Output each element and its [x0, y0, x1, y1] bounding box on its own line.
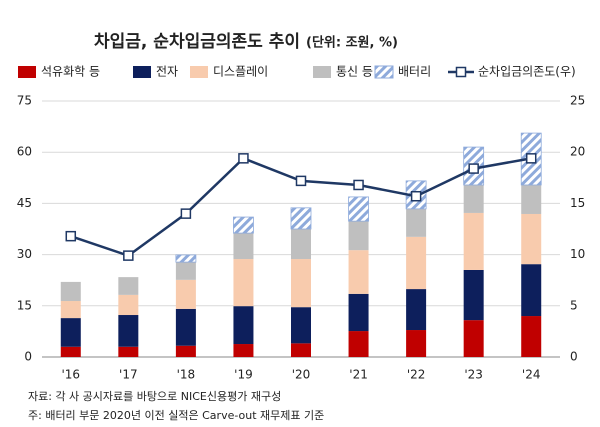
y-tick-label: 60	[17, 145, 32, 159]
bar-segment	[406, 208, 427, 237]
x-tick-label: '24	[522, 368, 541, 382]
legend-label: 전자	[156, 65, 178, 79]
line-marker	[353, 179, 364, 191]
bar-segment	[233, 259, 254, 307]
bar-segment	[118, 294, 139, 316]
note: 주: 배터리 부문 2020년 이전 실적은 Carve-out 재무제표 기준	[28, 409, 324, 422]
bar-segment	[406, 330, 427, 357]
bar-segment	[175, 345, 196, 357]
x-tick-label: '21	[349, 368, 368, 382]
chart-subtitle: (단위: 조원, %)	[306, 35, 398, 51]
line-marker	[238, 153, 249, 164]
bar-segment	[521, 264, 542, 317]
bar-segment	[118, 315, 139, 347]
legend-label: 디스플레이	[213, 65, 268, 79]
bar-segment	[348, 221, 369, 251]
legend-label: 배터리	[398, 65, 431, 79]
bar-segment	[233, 233, 254, 260]
bar-segment	[463, 269, 484, 321]
bar-segment	[60, 301, 81, 319]
line-marker	[65, 230, 77, 242]
bar-segment	[406, 236, 427, 290]
bar-segment	[233, 306, 254, 345]
y-tick-label: 75	[17, 94, 32, 108]
y-tick-label: 15	[17, 298, 32, 312]
line-marker	[525, 153, 537, 164]
bar-segment	[118, 277, 139, 295]
x-tick-label: '18	[177, 368, 196, 382]
line-marker	[180, 208, 192, 219]
bar-segment	[60, 281, 81, 302]
bar-segment	[348, 250, 369, 294]
bar-segment	[290, 207, 312, 230]
legend-swatch	[190, 66, 208, 78]
x-tick-label: '17	[119, 368, 138, 382]
bar-segment	[175, 279, 196, 309]
bar-segment	[291, 259, 311, 308]
legend-swatch	[133, 66, 151, 78]
bar-segment	[348, 196, 369, 222]
y2-tick-label: 0	[570, 350, 578, 364]
bar-segment	[348, 293, 369, 332]
bar-segment	[291, 343, 311, 357]
bar-segment	[521, 184, 542, 214]
legend-label: 석유화학 등	[41, 65, 100, 79]
note: 자료: 각 사 공시자료를 바탕으로 NICE신용평가 재구성	[28, 390, 281, 403]
bar-segment	[521, 213, 542, 265]
x-tick-label: '16	[61, 368, 80, 382]
x-tick-label: '22	[407, 368, 426, 382]
bar-segment	[233, 344, 254, 357]
line-marker	[468, 163, 479, 174]
line-marker	[123, 250, 134, 261]
line-marker	[410, 190, 422, 202]
legend-swatch	[374, 65, 394, 79]
chart-title: 차입금, 순차입금의존도 추이	[94, 32, 300, 52]
legend-swatch	[313, 66, 331, 78]
legend-marker	[455, 66, 467, 78]
bar-segment	[233, 216, 254, 234]
y2-tick-label: 25	[570, 94, 585, 108]
bar-segment	[175, 254, 197, 263]
legend-swatch	[18, 66, 36, 78]
x-tick-label: '20	[292, 368, 311, 382]
y-tick-label: 0	[24, 350, 32, 364]
bar-segment	[291, 307, 311, 344]
y2-tick-label: 5	[570, 298, 578, 312]
bar-segment	[521, 316, 542, 357]
bar-segment	[60, 346, 81, 357]
bar-segment	[463, 320, 484, 357]
bar-segment	[406, 289, 427, 331]
bar-segment	[118, 346, 139, 357]
bar-segment	[291, 229, 311, 260]
bar-segment	[463, 212, 484, 270]
bar-segment	[60, 318, 81, 347]
legend-label: 통신 등	[336, 65, 373, 79]
y-tick-label: 45	[17, 196, 32, 210]
x-tick-label: '19	[234, 368, 253, 382]
bar-segment	[348, 331, 369, 357]
line-marker	[295, 175, 307, 187]
bar-segment	[463, 184, 484, 213]
y-tick-label: 30	[17, 247, 32, 261]
bar-segment	[175, 262, 196, 280]
x-tick-label: '23	[464, 368, 483, 382]
y2-tick-label: 10	[570, 247, 585, 261]
legend-label: 순차입금의존도(우)	[478, 65, 576, 79]
y2-tick-label: 20	[570, 145, 585, 159]
bar-segment	[175, 308, 196, 346]
y2-tick-label: 15	[570, 196, 585, 210]
